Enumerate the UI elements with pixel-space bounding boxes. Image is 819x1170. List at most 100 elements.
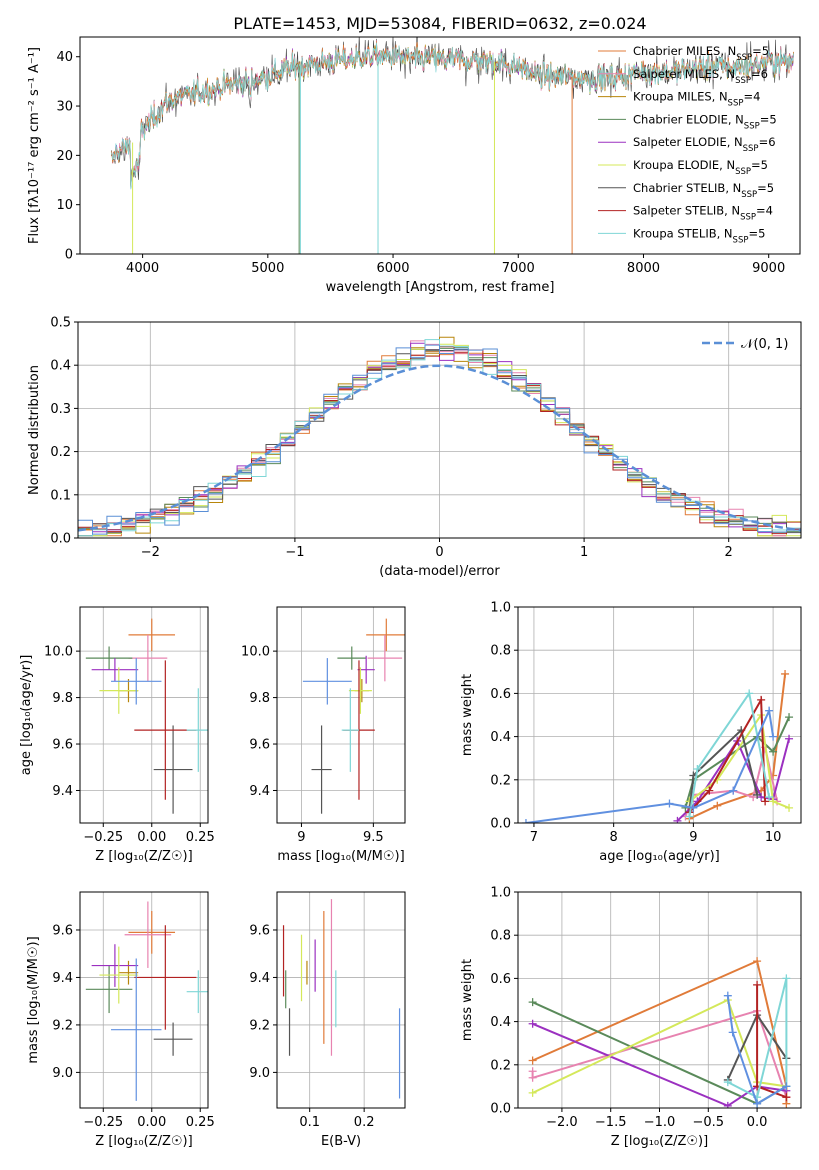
y-tick-label: 0: [65, 248, 73, 263]
marker-plus: [528, 1019, 537, 1028]
axes-frame: [79, 891, 209, 1109]
x-tick-label: −2.0: [546, 1115, 578, 1130]
y-tick-label: 9.6: [249, 738, 270, 753]
y-axis-label: mass weight: [460, 674, 475, 756]
x-tick-label: 0.1: [299, 1115, 320, 1130]
marker-plus: [693, 765, 702, 773]
y-tick-label: 9.2: [52, 1018, 73, 1033]
legend: Chabrier MILES, NSSP=5 Salpeter MILES, NS…: [598, 44, 777, 245]
marker-plus: [782, 974, 791, 983]
age_vs_mass-panel: 9 9.5 9.4 9.6 9.8 10.0 mass [log₁₀(M/M☉)]: [241, 606, 406, 864]
legend-label: 𝒩(0, 1): [741, 337, 788, 352]
marker-plus: [765, 793, 774, 802]
figure-title: PLATE=1453, MJD=53084, FIBERID=0632, z=0…: [233, 14, 646, 33]
marker-plus: [769, 732, 778, 741]
y-tick-label: 20: [56, 149, 73, 164]
marker-plus: [782, 1082, 791, 1091]
y-tick-label: 0.0: [490, 817, 511, 832]
legend-label: Kroupa MILES, NSSP=4: [633, 90, 760, 109]
y-tick-label: 9.6: [249, 923, 270, 938]
y-axis-label: mass [log₁₀(M/M☉)]: [26, 936, 41, 1063]
marker-plus: [785, 713, 794, 722]
x-axis-label: Z [log₁₀(Z/Z☉)]: [95, 1134, 192, 1149]
x-tick-label: 0.2: [354, 1115, 375, 1130]
y-tick-label: 9.4: [249, 784, 270, 799]
y-tick-label: 9.2: [249, 1018, 270, 1033]
x-tick-label: −0.5: [693, 1115, 725, 1130]
mass-weight-line: [727, 978, 788, 1099]
axes-frame: [79, 36, 801, 255]
marker-plus: [781, 669, 790, 678]
marker-plus: [745, 689, 754, 698]
marker-plus: [723, 1078, 732, 1087]
marker-plus: [753, 957, 762, 966]
mass-weight-line: [688, 690, 771, 817]
axes-frame: [79, 606, 209, 824]
y-tick-label: 0.2: [490, 773, 511, 788]
y-tick-label: 9.4: [249, 971, 270, 986]
y-tick-label: 9.8: [52, 691, 73, 706]
mass_vs_ebv-plot-area: [282, 899, 401, 1099]
model-spectrum-line: [110, 42, 794, 190]
y-axis-label: age [log₁₀(age/yr)]: [19, 655, 34, 776]
marker-plus: [782, 1093, 791, 1102]
mass_weight_vs_age-plot-area: [521, 669, 794, 823]
marker-plus: [521, 819, 530, 823]
x-tick-label: 0.00: [137, 830, 166, 845]
mass_vs_ebv-panel: 0.1 0.2 9.0 9.2 9.4 9.6 E(B-V): [249, 891, 406, 1149]
y-tick-label: 0.4: [490, 1015, 511, 1030]
mass-weight-line: [726, 995, 787, 1106]
mass-weight-line: [532, 1022, 787, 1107]
x-tick-label: 8000: [627, 261, 660, 276]
mass_vs_Z-plot-area: [85, 901, 208, 1101]
marker-plus: [723, 991, 732, 1000]
marker-plus: [728, 1028, 737, 1037]
y-tick-label: 0.3: [50, 402, 71, 417]
y-tick-label: 9.0: [52, 1066, 73, 1081]
legend-label: Salpeter ELODIE, NSSP=6: [633, 135, 776, 154]
x-tick-label: −1: [285, 545, 304, 560]
y-tick-label: 9.4: [52, 784, 73, 799]
x-tick-label: 9: [689, 830, 697, 845]
legend-label: Kroupa STELIB, NSSP=5: [633, 226, 765, 245]
x-axis-label: Z [log₁₀(Z/Z☉)]: [611, 1134, 708, 1149]
axes-frame: [276, 891, 406, 1109]
spectrum-plot-area: [110, 37, 794, 254]
y-tick-label: 0.6: [490, 687, 511, 702]
y-tick-label: 0.0: [490, 1102, 511, 1117]
histogram-9: [78, 344, 801, 538]
x-tick-label: 2: [725, 545, 733, 560]
legend-label: Chabrier ELODIE, NSSP=5: [633, 112, 777, 131]
marker-plus: [689, 803, 698, 812]
y-tick-label: 30: [56, 100, 73, 115]
legend-label: Kroupa ELODIE, NSSP=5: [633, 158, 768, 177]
x-tick-label: 4000: [126, 261, 159, 276]
x-tick-label: 7: [530, 830, 538, 845]
y-tick-label: 0.0: [50, 532, 71, 547]
y-tick-label: 0.4: [50, 359, 71, 374]
mass-weight-line: [688, 696, 767, 813]
y-tick-label: 10.0: [241, 645, 270, 660]
y-tick-label: 9.8: [249, 691, 270, 706]
residuals-panel: −2 −1 0 1 2 0.0 0.1 0.2 0.3 0.4 0.5 (data-model)/er…: [27, 316, 802, 579]
mass_vs_Z-panel: −0.25 0.00 0.25 9.0 9.2 9.4 9.6 Z [log₁₀(Z/Z☉)]…: [26, 891, 215, 1149]
marker-plus: [528, 1088, 537, 1097]
axes-frame: [276, 606, 406, 824]
marker-plus: [685, 812, 694, 821]
x-tick-label: 0: [435, 545, 443, 560]
y-tick-label: 0.2: [490, 1058, 511, 1073]
y-tick-label: 9.0: [249, 1066, 270, 1081]
histogram-8: [78, 339, 801, 538]
marker-plus: [757, 695, 766, 704]
gaussian-reference-line: [78, 364, 801, 532]
marker-plus: [713, 801, 722, 810]
x-axis-label: E(B-V): [321, 1134, 361, 1149]
y-tick-label: 0.1: [50, 488, 71, 503]
marker-plus: [753, 1099, 762, 1108]
x-axis-label: wavelength [Angstrom, rest frame]: [326, 280, 555, 295]
y-tick-label: 10.0: [44, 645, 73, 660]
mass-weight-line: [525, 707, 775, 823]
y-tick-label: 9.4: [52, 971, 73, 986]
histogram-7: [78, 346, 801, 538]
